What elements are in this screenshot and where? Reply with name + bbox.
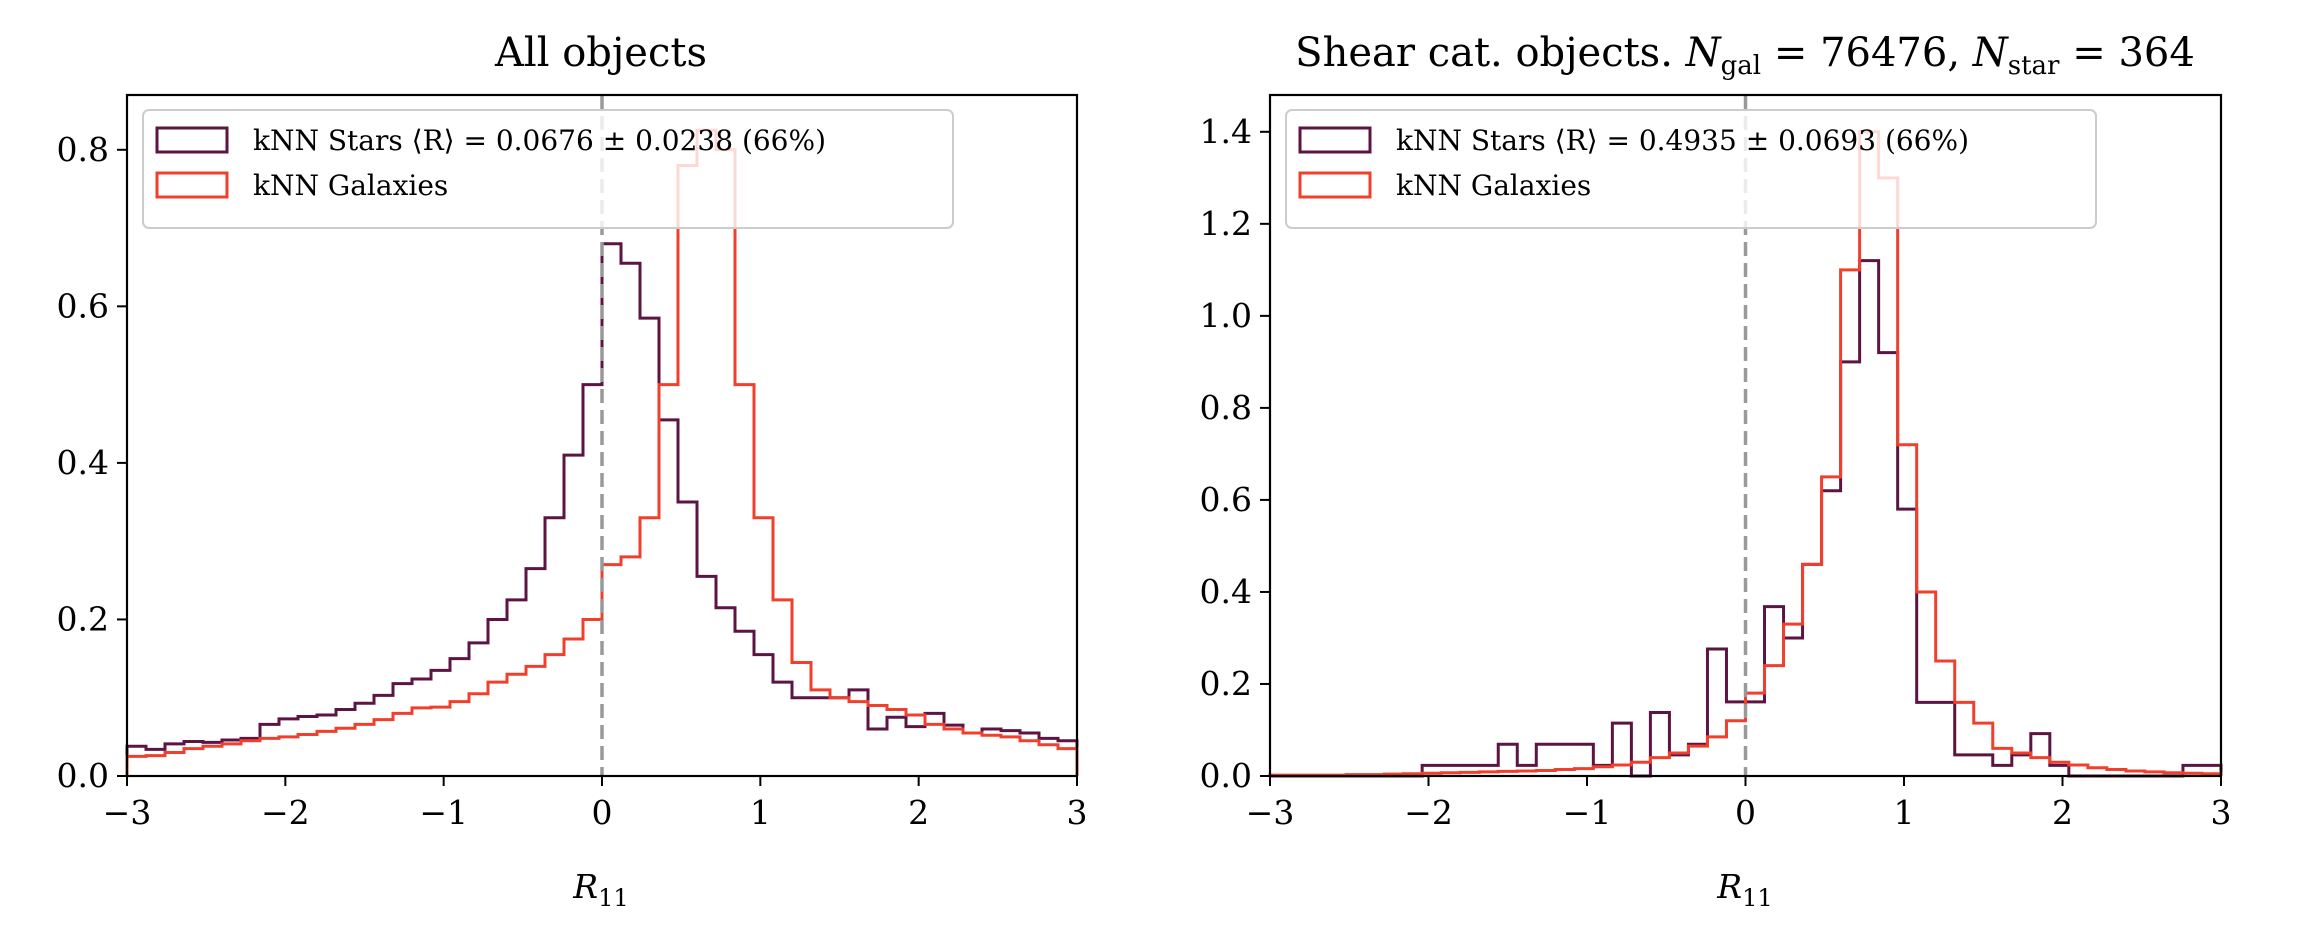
y-tick-label: 0.0	[57, 756, 109, 795]
x-tick-label: −3	[1246, 793, 1295, 832]
galaxies-histogram	[1268, 130, 2223, 777]
y-tick-label: 0.2	[57, 599, 109, 638]
legend: kNN Stars ⟨R⟩ = 0.4935 ± 0.0693 (66%) kNN…	[1285, 109, 2097, 229]
legend-swatch	[1298, 171, 1372, 199]
y-tick-label: 1.2	[1200, 204, 1252, 243]
panel-all-objects: All objects −3 −2 −1 0 1 2 3 0.0 0.2 0.4 0.6 0.8 kNN…	[57, 30, 1088, 912]
legend-entry: kNN Galaxies	[253, 169, 448, 202]
x-tick-label: 3	[1067, 793, 1088, 832]
legend-box	[1285, 109, 2097, 229]
legend: kNN Stars ⟨R⟩ = 0.0676 ± 0.0238 (66%) kNN…	[142, 109, 954, 229]
x-tick-label: 2	[908, 793, 929, 832]
x-tick-label: 1	[1894, 793, 1915, 832]
x-tick-label: 2	[2052, 793, 2073, 832]
panel-shear-cat: Shear cat. objects. Ngal = 76476, Nstar …	[1200, 30, 2232, 912]
legend-swatch	[155, 126, 229, 154]
y-tick-label: 0.8	[57, 130, 109, 169]
x-tick-label: 0	[1735, 793, 1756, 832]
galaxies-histogram	[125, 128, 1079, 776]
y-tick-label: 1.4	[1200, 112, 1252, 151]
y-tick-label: 0.8	[1200, 388, 1252, 427]
x-tick-label: −1	[419, 793, 468, 832]
legend-box	[142, 109, 954, 229]
y-tick-label: 0.2	[1200, 664, 1252, 703]
x-tick-label: −3	[103, 793, 152, 832]
x-axis-label: R11	[1716, 867, 1772, 912]
x-tick-label: −2	[261, 793, 310, 832]
x-axis-label: R11	[572, 867, 628, 912]
panel-title: Shear cat. objects. Ngal = 76476, Nstar …	[1295, 30, 2195, 81]
plot-area: −3 −2 −1 0 1 2 3 0.0 0.2 0.4 0.6 0.8 1.0 1.2 1.4 kNN St…	[1200, 93, 2232, 832]
x-tick-label: −2	[1404, 793, 1453, 832]
x-tick-label: −1	[1563, 793, 1612, 832]
legend-entry: kNN Stars ⟨R⟩ = 0.4935 ± 0.0693 (66%)	[1396, 124, 1969, 157]
panel-title: All objects	[494, 30, 707, 76]
legend-entry: kNN Galaxies	[1396, 169, 1591, 202]
y-tick-label: 0.4	[57, 443, 109, 482]
x-tick-label: 0	[592, 793, 613, 832]
y-tick-label: 0.6	[57, 286, 109, 325]
y-tick-label: 0.6	[1200, 480, 1252, 519]
y-tick-label: 0.4	[1200, 572, 1252, 611]
y-tick-label: 1.0	[1200, 296, 1252, 335]
x-tick-label: 3	[2211, 793, 2232, 832]
plot-area: −3 −2 −1 0 1 2 3 0.0 0.2 0.4 0.6 0.8 kNN Stars ⟨R⟩ =…	[57, 93, 1088, 832]
y-tick-label: 0.0	[1200, 756, 1252, 795]
legend-swatch	[1298, 126, 1372, 154]
legend-entry: kNN Stars ⟨R⟩ = 0.0676 ± 0.0238 (66%)	[253, 124, 826, 157]
legend-swatch	[155, 171, 229, 199]
x-tick-label: 1	[750, 793, 771, 832]
stars-histogram	[1270, 259, 2223, 778]
